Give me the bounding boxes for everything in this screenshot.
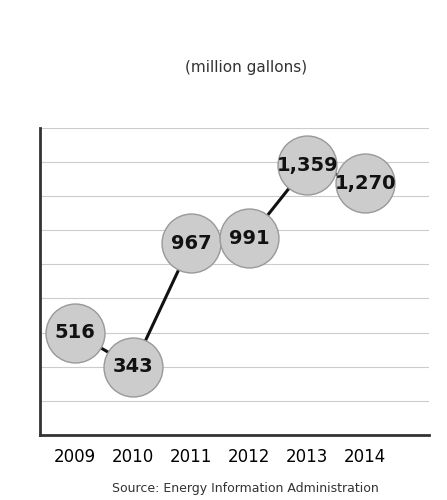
Text: 967: 967 (171, 234, 211, 252)
Point (130, 363, 137, 371)
Text: 343: 343 (113, 358, 153, 376)
Text: 1,270: 1,270 (334, 174, 396, 193)
Point (72, 328, 79, 336)
Text: 991: 991 (229, 229, 270, 248)
Point (304, 162, 311, 170)
Point (188, 239, 195, 247)
Text: Annual U.S. Biodiesel Production: Annual U.S. Biodiesel Production (4, 16, 443, 41)
Text: 516: 516 (55, 323, 96, 342)
Point (362, 179, 369, 187)
Text: 1,359: 1,359 (276, 156, 338, 175)
Text: (million gallons): (million gallons) (185, 60, 307, 75)
Text: Source: Energy Information Administration: Source: Energy Information Administratio… (113, 482, 379, 495)
Point (245, 234, 253, 242)
